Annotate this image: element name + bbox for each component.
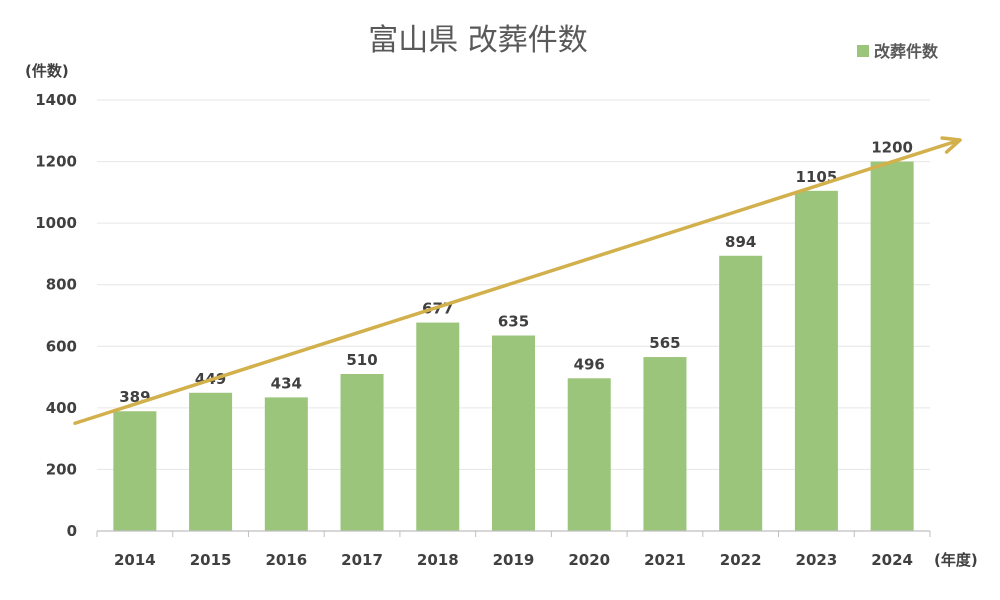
x-tick-label-2018: 2018 [417, 551, 459, 569]
trend-arrow [73, 136, 962, 425]
data-label-2022: 894 [725, 233, 756, 251]
trend-arrow-line [73, 139, 958, 425]
x-tick-label-2019: 2019 [493, 551, 535, 569]
chart-title: 富山県 改葬件数 [368, 23, 588, 58]
y-tick-label-400: 400 [46, 399, 77, 417]
bar-2016 [264, 397, 308, 531]
bar-2020 [567, 378, 611, 531]
x-tick-label-2016: 2016 [265, 551, 307, 569]
trend-arrow-head [940, 136, 962, 154]
x-axis-unit-label: (年度) [934, 551, 978, 569]
x-tick-label-2021: 2021 [644, 551, 686, 569]
data-label-2021: 565 [649, 334, 680, 352]
bar-2019 [492, 335, 535, 531]
bar-2022 [719, 255, 763, 532]
bars [113, 161, 914, 532]
y-tick-label-200: 200 [46, 460, 77, 478]
y-axis-ticks: 0 200 400 600 800 1000 1200 1400 [35, 91, 77, 540]
data-label-2019: 635 [498, 313, 529, 331]
bar-2015 [189, 392, 233, 531]
x-tick-label-2014: 2014 [114, 551, 156, 569]
y-axis-unit-label: (件数) [25, 62, 69, 80]
data-label-2020: 496 [574, 355, 605, 373]
legend-label: 改葬件数 [874, 42, 939, 61]
y-tick-label-600: 600 [46, 337, 77, 355]
x-tick-label-2023: 2023 [796, 551, 838, 569]
bar-2021 [643, 357, 687, 531]
x-tick-label-2022: 2022 [720, 551, 762, 569]
bar-2023 [794, 190, 838, 531]
bar-2014 [113, 411, 157, 531]
x-tick-label-2024: 2024 [871, 551, 913, 569]
legend: 改葬件数 [857, 42, 939, 61]
legend-swatch [857, 45, 869, 57]
bar-2017 [340, 373, 384, 531]
data-label-2016: 434 [271, 374, 302, 392]
x-tick-label-2015: 2015 [190, 551, 232, 569]
y-tick-label-1200: 1200 [35, 153, 77, 171]
x-axis-ticks: 2014 2015 2016 2017 2018 2019 2020 2021 2022 2023… [114, 551, 913, 569]
y-tick-label-0: 0 [67, 522, 77, 540]
data-label-2017: 510 [346, 351, 377, 369]
x-tick-label-2020: 2020 [568, 551, 610, 569]
y-tick-label-800: 800 [46, 276, 77, 294]
data-label-2024: 1200 [871, 139, 913, 157]
bar-2018 [416, 322, 460, 531]
y-tick-label-1000: 1000 [35, 214, 77, 232]
bar-2024 [870, 161, 914, 532]
y-tick-label-1400: 1400 [35, 91, 77, 109]
x-tick-label-2017: 2017 [341, 551, 383, 569]
x-axis [96, 530, 931, 537]
